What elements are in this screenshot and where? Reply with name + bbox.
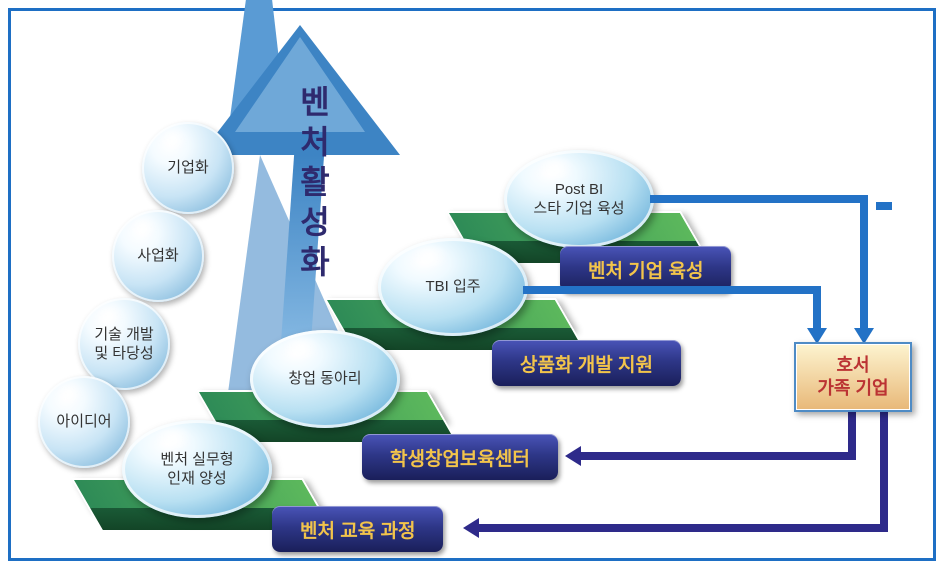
pill-label: 벤처 기업 육성 xyxy=(588,256,703,283)
bubble-label: 기술 개발및 타당성 xyxy=(94,325,153,364)
program-bubble: TBI 입주 xyxy=(378,238,528,336)
arrow-tip-icon xyxy=(565,446,581,466)
connector-line xyxy=(478,524,888,532)
program-bubble: Post BI스타 기업 육성 xyxy=(504,150,654,248)
connector-line xyxy=(580,452,856,460)
program-bubble: 창업 동아리 xyxy=(250,330,400,428)
bubble-label: 아이디어 xyxy=(56,412,111,432)
arrow-vertical-label: 벤처활성화 xyxy=(290,85,336,285)
connector-line xyxy=(813,286,821,330)
pill-label: 상품화 개발 지원 xyxy=(520,350,653,377)
connector-line xyxy=(880,412,888,526)
connector-line xyxy=(650,195,868,203)
program-pill: 상품화 개발 지원 xyxy=(492,340,681,386)
connector-line xyxy=(523,286,821,294)
program-bubble: 벤처 실무형인재 양성 xyxy=(122,420,272,518)
bubble-label: 사업화 xyxy=(137,246,178,266)
pill-label: 학생창업보육센터 xyxy=(390,444,530,471)
connector-line xyxy=(876,202,892,210)
target-box-label: 호서가족 기업 xyxy=(817,354,888,401)
program-pill: 벤처 교육 과정 xyxy=(272,506,443,552)
bubble-label: 기업화 xyxy=(167,158,208,178)
stage-bubble: 기업화 xyxy=(142,122,234,214)
stage-bubble: 사업화 xyxy=(112,210,204,302)
stage-bubble: 아이디어 xyxy=(38,376,130,468)
bubble-label: 창업 동아리 xyxy=(288,369,361,389)
bubble-label: Post BI스타 기업 육성 xyxy=(533,180,624,219)
target-family-company-box: 호서가족 기업 xyxy=(794,342,912,412)
program-pill: 학생창업보육센터 xyxy=(362,434,558,480)
connector-line xyxy=(860,195,868,330)
arrow-tip-icon xyxy=(463,518,479,538)
bubble-label: 벤처 실무형인재 양성 xyxy=(160,450,233,489)
bubble-label: TBI 입주 xyxy=(425,277,480,297)
pill-label: 벤처 교육 과정 xyxy=(300,516,415,543)
